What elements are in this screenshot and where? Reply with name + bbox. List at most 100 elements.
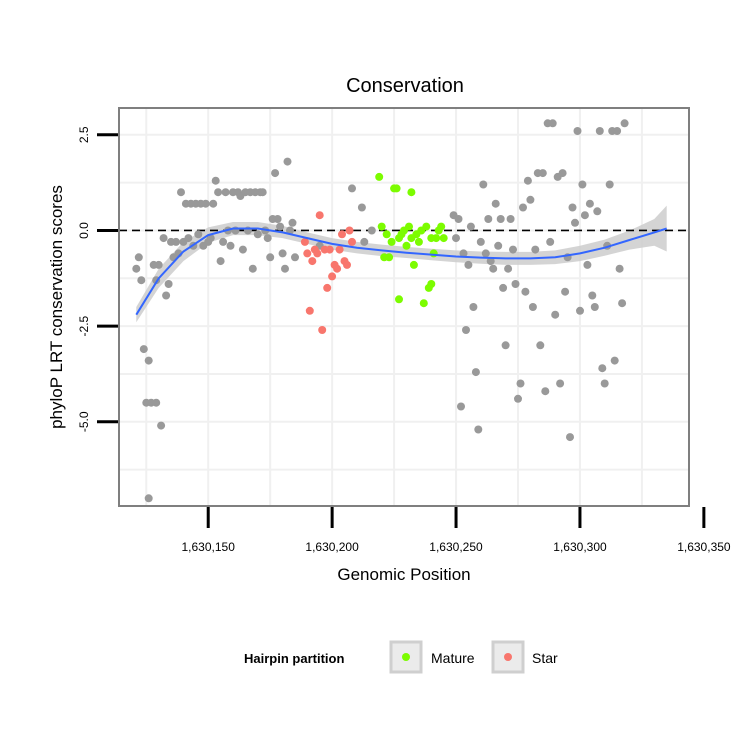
point-mature xyxy=(407,188,416,197)
data-points xyxy=(132,119,629,503)
point-mature xyxy=(432,234,441,243)
legend-key-mature xyxy=(389,640,423,674)
point-other xyxy=(486,257,495,266)
legend-title: Hairpin partition xyxy=(244,651,344,666)
point-mature xyxy=(375,172,384,181)
point-mature xyxy=(409,260,418,269)
point-other xyxy=(357,203,366,212)
point-star xyxy=(345,226,354,235)
point-other xyxy=(194,230,203,239)
point-star xyxy=(318,326,327,334)
point-other xyxy=(538,169,547,178)
point-star xyxy=(335,245,344,254)
smooth-line-group xyxy=(135,227,668,316)
point-other xyxy=(226,241,235,250)
point-mature xyxy=(427,280,436,288)
point-mature xyxy=(405,222,413,231)
point-other xyxy=(286,226,294,235)
y-tick-label: 0.0 xyxy=(77,222,91,239)
point-other xyxy=(474,425,483,434)
point-mature xyxy=(387,237,396,246)
y-tick-label: -5.0 xyxy=(77,411,91,432)
point-other xyxy=(583,260,592,269)
point-mature xyxy=(422,222,431,231)
point-other xyxy=(462,326,470,334)
point-other xyxy=(491,199,500,208)
point-mature xyxy=(395,295,403,304)
point-other xyxy=(348,184,356,193)
point-other xyxy=(481,249,490,258)
point-other xyxy=(164,280,173,288)
point-other xyxy=(452,234,460,243)
x-axis: 1,630,150 1,630,200 1,630,250 1,630,300 1,63… xyxy=(182,507,731,554)
point-other xyxy=(506,215,515,223)
y-axis-title: phyloP LRT conservation scores xyxy=(47,185,66,429)
point-other xyxy=(177,188,185,197)
legend-dot-star xyxy=(504,653,512,661)
point-other xyxy=(484,215,493,223)
x-tick-label: 1,630,350 xyxy=(677,540,731,554)
point-other xyxy=(523,176,532,185)
point-other xyxy=(201,199,210,208)
point-star xyxy=(333,264,342,273)
point-star xyxy=(328,272,337,281)
point-star xyxy=(300,237,309,246)
point-other xyxy=(526,195,535,204)
point-other xyxy=(618,299,627,308)
point-other xyxy=(271,169,280,178)
point-other xyxy=(578,180,587,189)
point-other xyxy=(561,287,570,296)
y-tick-label: -2.5 xyxy=(77,315,91,336)
point-other xyxy=(548,119,557,128)
point-other xyxy=(600,379,609,388)
legend-dot-mature xyxy=(402,653,410,661)
point-other xyxy=(216,257,225,266)
point-other xyxy=(464,260,473,269)
point-other xyxy=(360,237,369,246)
chart-title: Conservation xyxy=(346,75,464,97)
point-other xyxy=(610,356,619,365)
point-other xyxy=(209,199,218,208)
point-other xyxy=(258,188,267,197)
point-other xyxy=(519,203,527,212)
point-other xyxy=(573,127,582,135)
point-mature xyxy=(385,253,394,262)
point-other xyxy=(219,237,228,246)
point-other xyxy=(157,421,166,430)
point-star xyxy=(348,237,356,246)
plot-panel xyxy=(119,108,689,506)
x-tick-label: 1,630,150 xyxy=(182,540,236,554)
point-other xyxy=(276,222,285,231)
point-other xyxy=(501,341,510,350)
point-other xyxy=(278,249,287,258)
point-other xyxy=(516,379,525,388)
point-other xyxy=(137,276,146,285)
point-other xyxy=(613,127,622,135)
point-other xyxy=(367,226,376,235)
point-other xyxy=(476,237,485,246)
point-other xyxy=(595,127,604,135)
x-tick-label: 1,630,300 xyxy=(553,540,607,554)
point-star xyxy=(308,257,317,266)
legend: Hairpin partition Mature Star xyxy=(244,640,558,674)
point-other xyxy=(514,394,522,403)
point-star xyxy=(343,260,351,269)
point-other xyxy=(471,368,480,377)
point-other xyxy=(144,356,153,365)
plot-border xyxy=(118,107,690,507)
point-other xyxy=(558,169,567,178)
point-other xyxy=(132,264,141,273)
point-other xyxy=(152,398,161,407)
x-tick-label: 1,630,250 xyxy=(429,540,483,554)
point-other xyxy=(546,237,555,246)
point-other xyxy=(159,234,168,243)
y-tick-label: 2.5 xyxy=(77,126,91,143)
point-other xyxy=(457,402,465,411)
legend-label-star: Star xyxy=(532,650,558,666)
point-mature xyxy=(437,222,446,231)
point-mature xyxy=(419,299,428,308)
point-other xyxy=(541,387,550,396)
point-mature xyxy=(382,230,391,239)
point-other xyxy=(291,253,299,262)
x-axis-title: Genomic Position xyxy=(337,565,470,584)
